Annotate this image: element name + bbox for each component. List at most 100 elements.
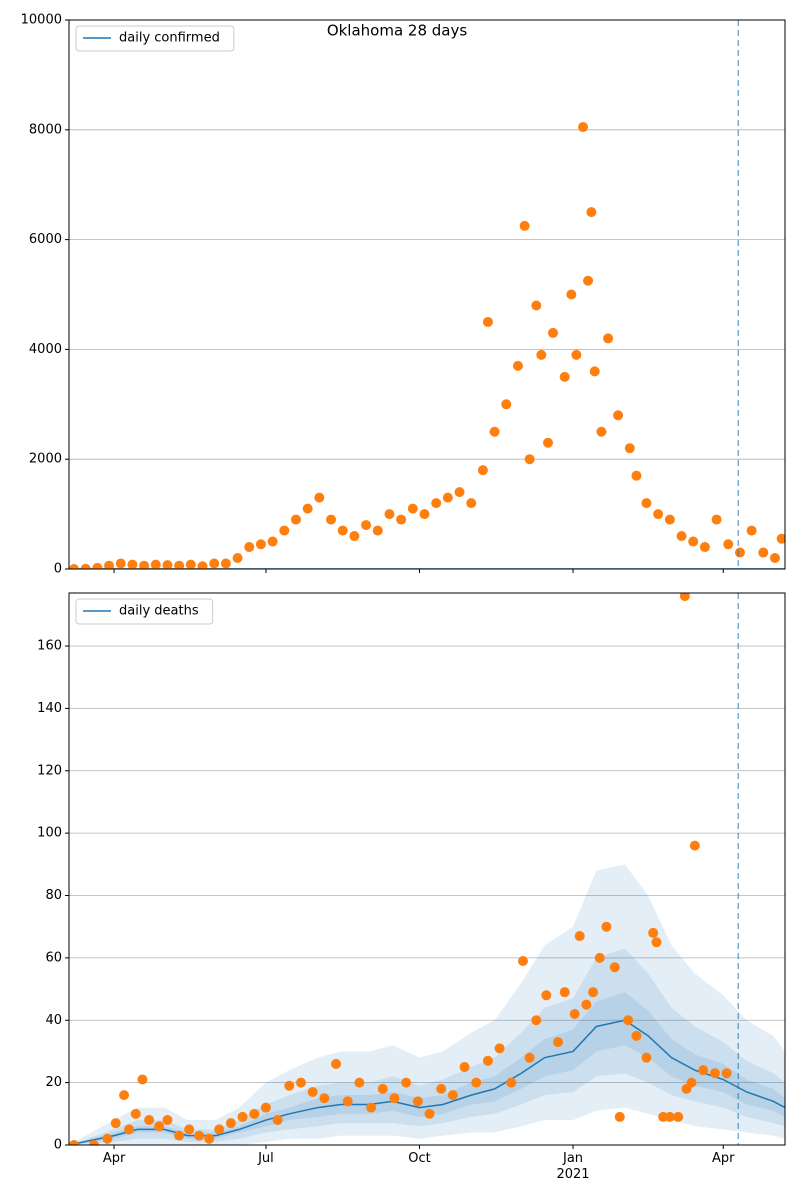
plot-area — [69, 122, 785, 569]
point — [594, 952, 605, 963]
point — [489, 426, 500, 437]
y-tick-label: 0 — [54, 1138, 62, 1153]
point — [154, 1121, 165, 1132]
legend: daily deaths — [75, 598, 214, 625]
point — [512, 360, 523, 371]
point — [553, 1037, 564, 1048]
point — [466, 498, 477, 509]
band — [69, 948, 785, 1145]
point — [137, 1074, 148, 1085]
point — [89, 1140, 100, 1145]
x-tick-label: Jul — [257, 1151, 274, 1166]
point — [80, 563, 91, 569]
point — [319, 1093, 330, 1104]
point — [162, 1115, 173, 1126]
point — [197, 561, 208, 569]
point — [588, 987, 599, 998]
point — [698, 1065, 709, 1076]
point — [424, 1108, 435, 1119]
point — [721, 1068, 732, 1079]
point — [648, 927, 659, 938]
point — [519, 220, 530, 231]
point — [517, 956, 528, 966]
point — [571, 349, 582, 360]
y-tick-label: 10000 — [21, 13, 62, 28]
legend-box — [75, 25, 235, 52]
point — [723, 539, 734, 550]
point — [184, 1124, 195, 1135]
point — [144, 1115, 155, 1126]
point — [609, 962, 620, 973]
y-tick-label: 20 — [45, 1075, 62, 1090]
point — [279, 525, 290, 536]
point — [290, 514, 301, 525]
point — [69, 564, 80, 569]
y-tick-label: 6000 — [29, 232, 62, 247]
y-tick-label: 160 — [37, 639, 62, 654]
point — [531, 1015, 542, 1026]
point — [337, 525, 348, 536]
y-tick-label: 80 — [45, 888, 62, 903]
x-tick-label: Apr — [103, 1151, 126, 1166]
chart-title: Oklahoma 28 days — [327, 22, 468, 40]
point — [631, 1030, 642, 1041]
point — [501, 399, 512, 410]
legend-label: daily confirmed — [119, 31, 220, 46]
point — [384, 509, 395, 520]
point — [295, 1077, 306, 1088]
panel: 0 2000 4000 6000 8000 10000 Oklahoma 28 days da… — [21, 13, 786, 577]
point — [225, 1118, 236, 1129]
point — [583, 275, 594, 286]
point — [531, 300, 542, 311]
point — [776, 533, 785, 544]
point — [454, 487, 465, 498]
point — [477, 465, 488, 476]
y-tick-label: 120 — [37, 763, 62, 778]
point — [272, 1115, 283, 1126]
y-tick-label: 100 — [37, 826, 62, 841]
point — [130, 1108, 141, 1119]
point — [524, 454, 535, 465]
point — [664, 514, 675, 525]
y-tick-label: 60 — [45, 950, 62, 965]
point — [673, 1111, 684, 1122]
panel: 0 20 40 60 80 100 120 140 160 Apr Jul Oct Jan 2021 Apr… — [37, 592, 786, 1182]
point — [302, 503, 313, 514]
point — [389, 1093, 400, 1104]
x-tick-label: Oct — [408, 1151, 430, 1166]
point — [559, 371, 570, 382]
y-tick-label: 4000 — [29, 342, 62, 357]
point — [566, 289, 577, 300]
point — [459, 1062, 470, 1073]
point — [307, 1086, 318, 1097]
point — [664, 1111, 675, 1122]
point — [326, 514, 337, 525]
point — [396, 514, 407, 525]
point — [653, 509, 664, 520]
point — [92, 562, 103, 569]
point — [401, 1077, 412, 1088]
point — [174, 1130, 185, 1141]
point — [536, 349, 547, 360]
point — [711, 514, 722, 525]
point — [162, 560, 173, 569]
point — [232, 553, 243, 564]
point — [209, 558, 220, 569]
point — [589, 366, 600, 377]
point — [596, 426, 607, 437]
x-tick-label: Jan 2021 — [556, 1151, 589, 1182]
point — [237, 1111, 248, 1122]
point — [110, 1118, 121, 1129]
point — [214, 1124, 225, 1135]
point — [119, 1090, 130, 1101]
point — [494, 1043, 505, 1054]
point — [412, 1096, 423, 1107]
y-tick-label: 40 — [45, 1013, 62, 1028]
point — [139, 560, 150, 569]
point — [220, 558, 231, 569]
point — [349, 531, 360, 542]
point — [69, 1140, 80, 1145]
point — [623, 1015, 634, 1026]
point — [284, 1080, 295, 1091]
point — [689, 840, 700, 851]
